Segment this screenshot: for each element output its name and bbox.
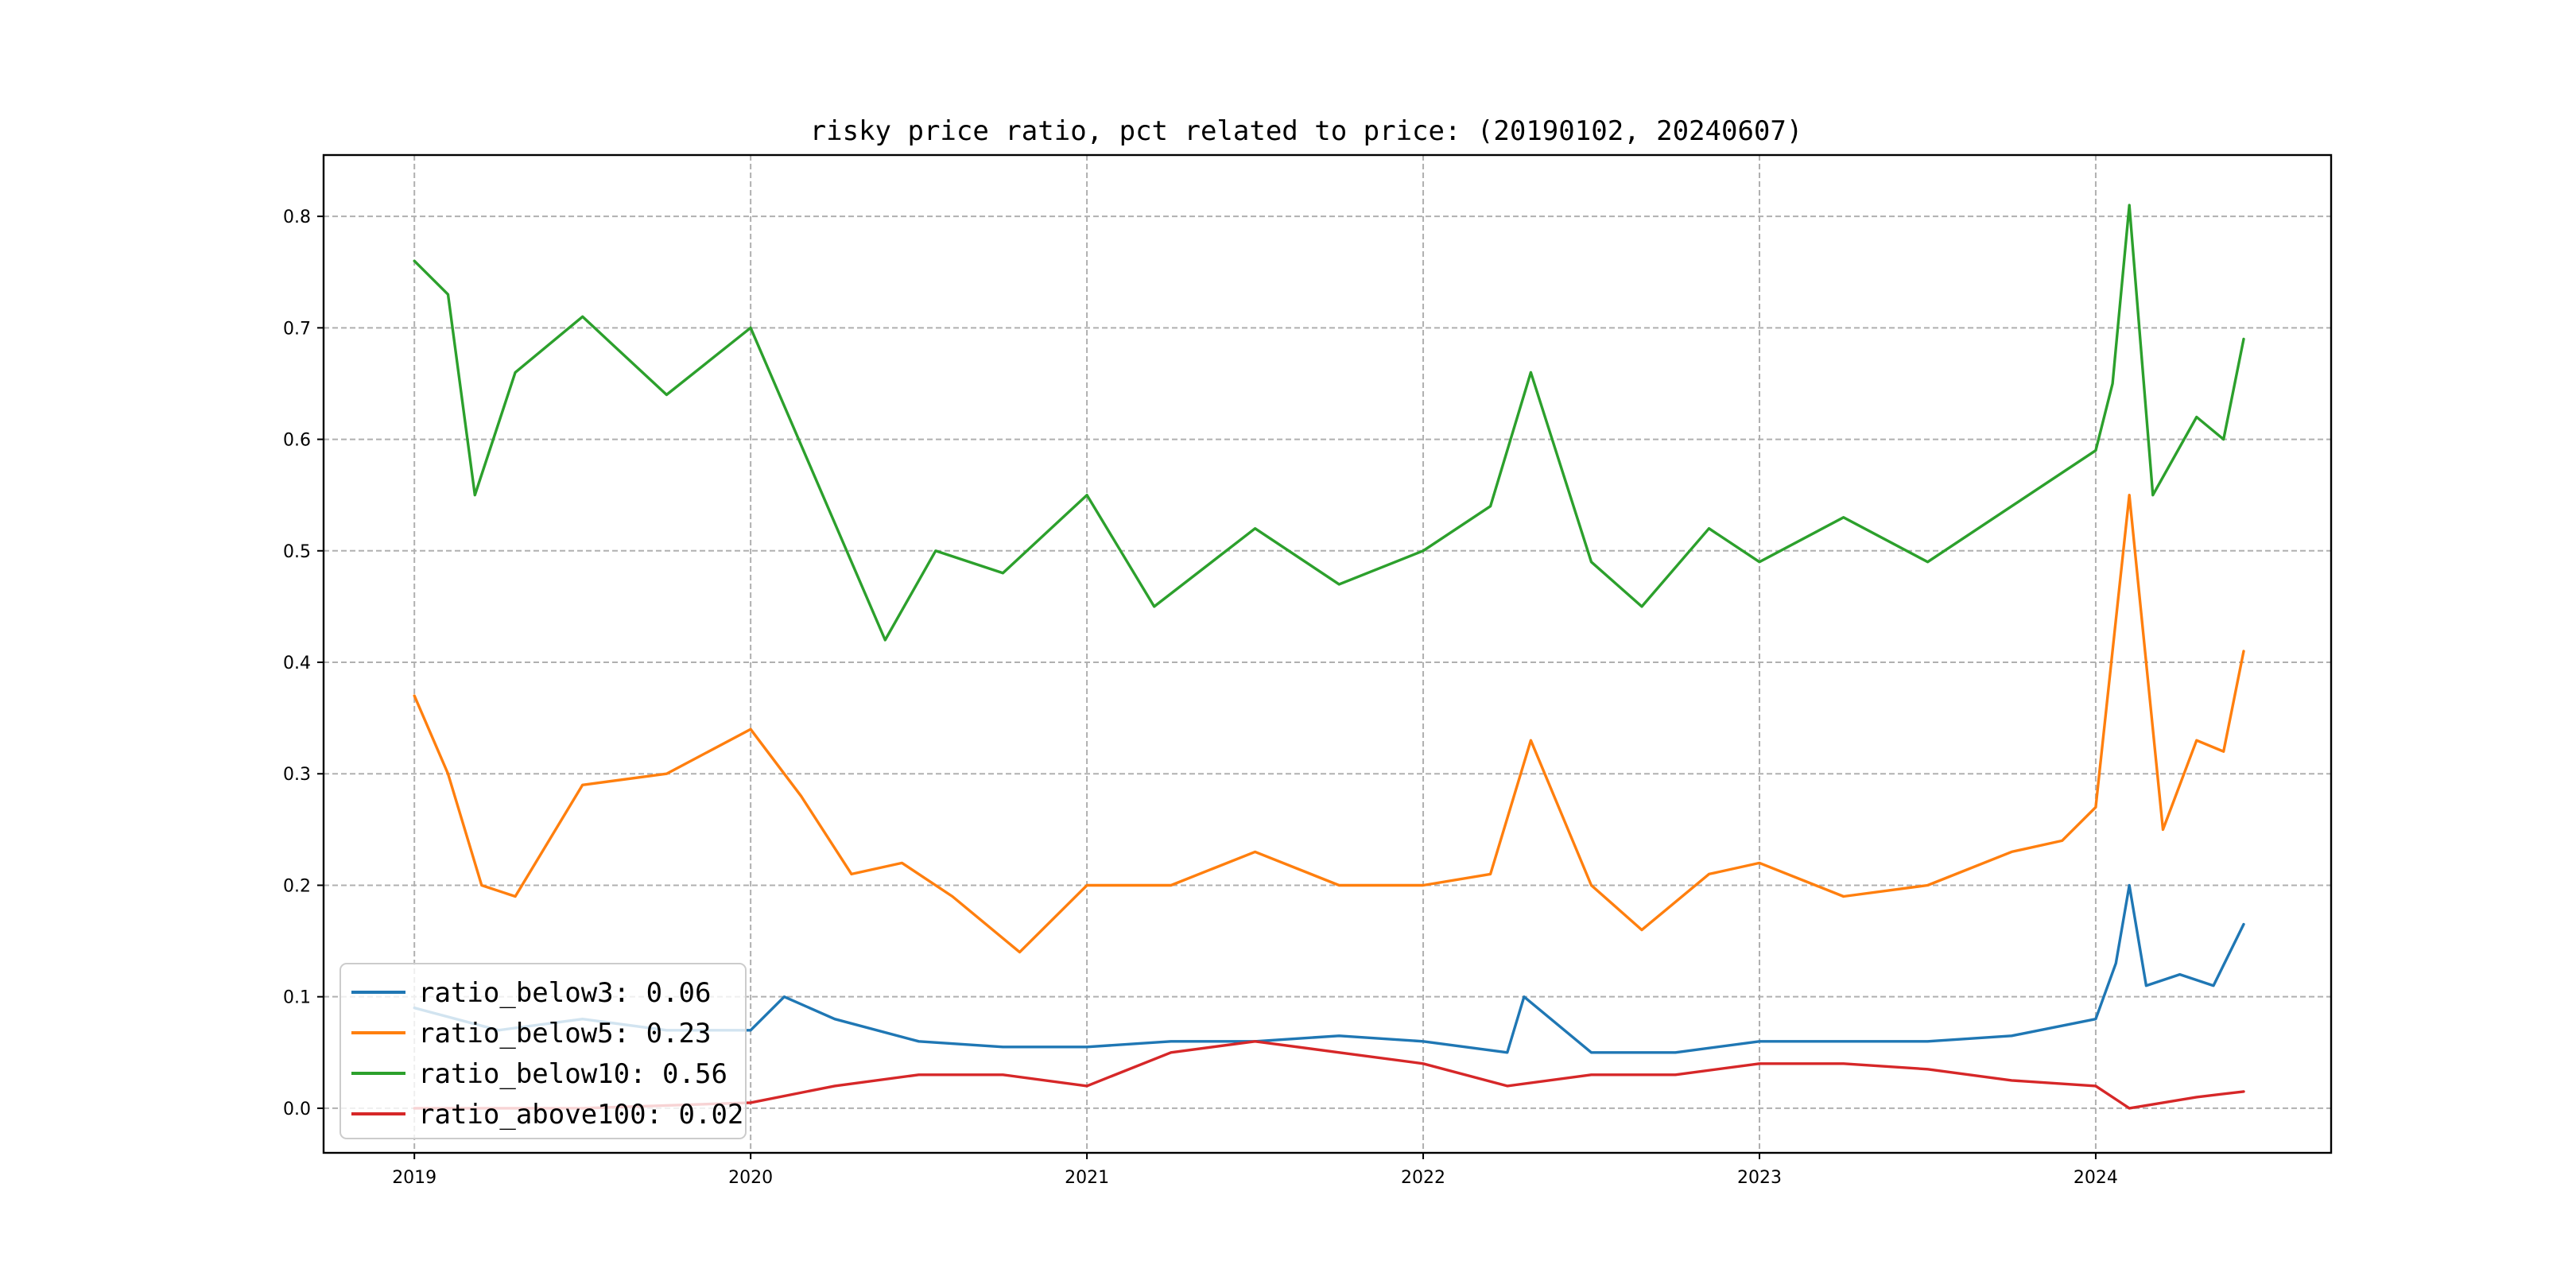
chart-title: risky price ratio, pct related to price:… [810,115,1803,147]
y-tick-label: 0.1 [283,988,311,1008]
y-tick-label: 0.7 [283,319,311,339]
y-tick-label: 0.5 [283,542,311,562]
series-lines [413,204,2245,1110]
series-line-ratio_below3 [413,883,2245,1054]
plot-frame [322,153,2333,1154]
axis-ticks: 2019 2020 2021 2022 2023 2024 0.0 0.1 0.2 0.3 0.4 0… [283,208,2118,1188]
series-line-ratio_below5 [413,494,2245,954]
x-tick-label: 2024 [2074,1168,2118,1188]
legend-box [339,963,747,1139]
legend-label: ratio_below5: 0.23 [418,1018,711,1049]
x-tick-label: 2020 [728,1168,773,1188]
x-tick-label: 2023 [1737,1168,1782,1188]
y-tick-label: 0.8 [283,208,311,227]
series-line-ratio_above100 [413,1040,2245,1110]
y-tick-label: 0.6 [283,431,311,451]
legend: ratio_below3: 0.06 ratio_below5: 0.23 rati… [339,963,747,1139]
x-tick-label: 2021 [1065,1168,1109,1188]
y-tick-label: 0.4 [283,654,311,673]
legend-label: ratio_below3: 0.06 [418,977,711,1009]
x-tick-label: 2019 [392,1168,436,1188]
series-line-ratio_below10 [413,204,2245,642]
y-tick-label: 0.3 [283,765,311,785]
x-tick-label: 2022 [1401,1168,1445,1188]
legend-label: ratio_below10: 0.56 [418,1058,727,1090]
legend-label: ratio_above100: 0.02 [418,1099,743,1131]
y-tick-label: 0.2 [283,876,311,896]
y-tick-label: 0.0 [283,1100,311,1119]
